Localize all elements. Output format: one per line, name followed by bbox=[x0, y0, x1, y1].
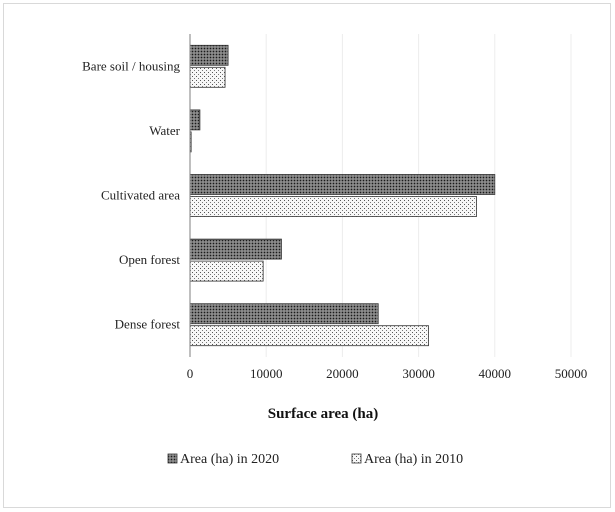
category-label: Bare soil / housing bbox=[82, 58, 180, 73]
x-tick-labels: 0 10000 20000 30000 40000 50000 bbox=[187, 366, 588, 381]
category-label: Water bbox=[149, 123, 180, 138]
category-labels: Bare soil / housing Water Cultivated area O… bbox=[82, 58, 181, 331]
bar-2020 bbox=[189, 174, 496, 195]
legend-label: Area (ha) in 2020 bbox=[180, 452, 279, 467]
bar-2010 bbox=[189, 260, 264, 282]
bar-2020 bbox=[189, 238, 282, 260]
bar-2010 bbox=[189, 325, 429, 347]
gridlines bbox=[265, 34, 572, 357]
x-axis-title: Surface area (ha) bbox=[268, 406, 379, 422]
legend-label: Area (ha) in 2010 bbox=[364, 452, 463, 467]
category-label: Open forest bbox=[119, 252, 180, 267]
bar-2010 bbox=[189, 66, 226, 88]
x-tick-label: 40000 bbox=[479, 366, 512, 381]
bar-2020 bbox=[189, 44, 229, 66]
x-tick-label: 50000 bbox=[555, 366, 588, 381]
bar-2020 bbox=[189, 109, 201, 131]
bar-2010 bbox=[189, 196, 477, 217]
legend-swatch bbox=[167, 453, 178, 464]
category-label: Dense forest bbox=[115, 317, 181, 332]
x-tick-label: 10000 bbox=[250, 366, 283, 381]
legend: Area (ha) in 2020 Area (ha) in 2010 bbox=[167, 452, 463, 467]
category-label: Cultivated area bbox=[101, 188, 180, 203]
x-tick-label: 20000 bbox=[326, 366, 359, 381]
x-tick-label: 30000 bbox=[402, 366, 435, 381]
bar-2020 bbox=[189, 303, 379, 325]
x-tick-label: 0 bbox=[187, 366, 194, 381]
legend-swatch bbox=[351, 453, 362, 464]
bars-group bbox=[189, 44, 496, 347]
chart-frame bbox=[3, 3, 611, 508]
